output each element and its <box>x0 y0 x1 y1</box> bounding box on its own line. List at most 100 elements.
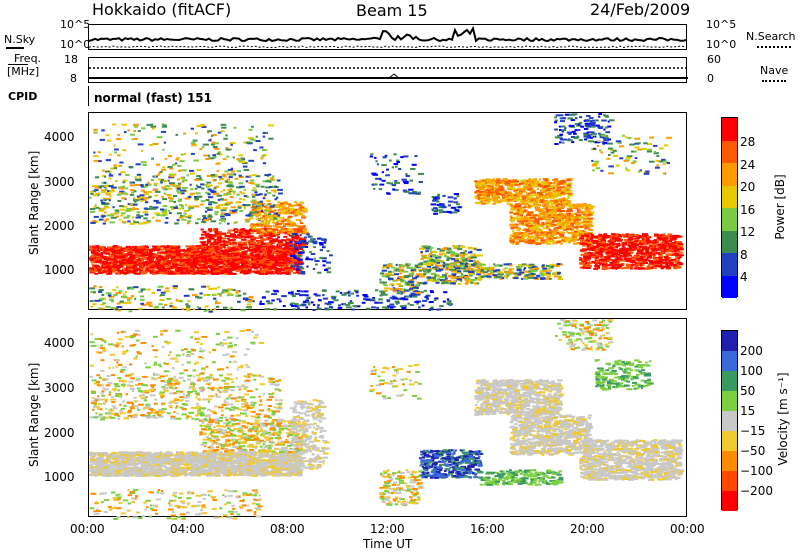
heatmap-cell <box>416 290 420 293</box>
heatmap-cell <box>202 264 207 266</box>
heatmap-cell <box>165 213 168 216</box>
heatmap-cell <box>467 257 471 260</box>
heatmap-cell <box>212 287 218 290</box>
heatmap-cell <box>487 181 491 184</box>
heatmap-cell <box>461 257 466 260</box>
heatmap-cell <box>211 247 215 249</box>
heatmap-cell <box>255 214 261 217</box>
heatmap-cell <box>211 134 214 137</box>
heatmap-cell <box>291 251 294 254</box>
heatmap-cell <box>302 300 307 303</box>
heatmap-cell <box>127 299 131 302</box>
heatmap-cell <box>451 263 455 266</box>
heatmap-cell <box>529 179 532 182</box>
heatmap-cell <box>129 209 134 212</box>
heatmap-cell <box>266 259 271 262</box>
heatmap-cell <box>260 229 264 232</box>
heatmap-cell <box>203 258 207 261</box>
heatmap-cell <box>269 218 274 221</box>
heatmap-cell <box>554 184 558 187</box>
heatmap-cell <box>400 297 406 300</box>
heatmap-cell <box>250 242 255 244</box>
heatmap-cell <box>288 205 291 207</box>
heatmap-cell <box>250 238 256 241</box>
heatmap-cell <box>446 259 450 261</box>
heatmap-cell <box>253 237 259 240</box>
heatmap-cell <box>498 185 504 188</box>
heatmap-cell <box>254 191 258 194</box>
heatmap-cell <box>508 191 512 194</box>
heatmap-cell <box>477 277 483 280</box>
heatmap-cell <box>242 297 249 300</box>
heatmap-cell <box>107 256 111 259</box>
heatmap-cell <box>444 268 450 271</box>
heatmap-cell <box>503 178 507 181</box>
heatmap-cell <box>143 191 148 194</box>
heatmap-cell <box>207 154 211 157</box>
heatmap-cell <box>483 188 487 191</box>
heatmap-cell <box>134 272 141 275</box>
heatmap-cell <box>236 193 240 196</box>
heatmap-cell <box>442 279 446 282</box>
heatmap-cell <box>118 191 121 194</box>
heatmap-cell <box>130 256 135 259</box>
heatmap-cell <box>391 266 395 269</box>
heatmap-cell <box>181 207 185 210</box>
heatmap-cell <box>254 206 257 209</box>
heatmap-cell <box>212 267 218 270</box>
heatmap-cell <box>568 192 571 195</box>
heatmap-cell <box>260 238 264 241</box>
heatmap-cell <box>93 245 96 248</box>
heatmap-cell <box>140 288 146 291</box>
heatmap-cell <box>543 199 549 202</box>
heatmap-cell <box>167 245 174 248</box>
heatmap-cell <box>143 196 149 199</box>
heatmap-cell <box>214 186 217 189</box>
heatmap-cell <box>156 201 161 204</box>
heatmap-cell <box>149 270 154 273</box>
heatmap-cell <box>434 256 438 259</box>
heatmap-cell <box>297 210 301 212</box>
heatmap-cell <box>278 271 282 274</box>
heatmap-cell <box>214 250 218 253</box>
heatmap-cell <box>453 247 457 249</box>
heatmap-cell <box>200 252 204 255</box>
heatmap-cell <box>264 205 267 208</box>
heatmap-cell <box>214 248 220 251</box>
heatmap-cell <box>116 306 123 308</box>
heatmap-cell <box>200 242 205 245</box>
heatmap-cell <box>90 250 96 253</box>
heatmap-cell <box>534 193 540 196</box>
heatmap-cell <box>97 160 102 163</box>
heatmap-cell <box>230 170 236 173</box>
heatmap-cell <box>282 206 287 209</box>
heatmap-cell <box>550 186 556 189</box>
heatmap-cell <box>276 258 280 261</box>
heatmap-cell <box>228 239 235 242</box>
heatmap-cell <box>269 271 275 273</box>
heatmap-cell <box>460 267 466 270</box>
heatmap-cell <box>526 198 532 201</box>
heatmap-cell <box>222 306 228 309</box>
heatmap-cell <box>215 239 218 242</box>
heatmap-cell <box>299 272 302 275</box>
heatmap-cell <box>276 196 279 199</box>
heatmap-cell <box>209 242 216 244</box>
heatmap-cell <box>262 180 265 183</box>
heatmap-cell <box>156 289 161 292</box>
heatmap-cell <box>93 194 98 197</box>
heatmap-cell <box>173 201 176 203</box>
heatmap-cell <box>349 300 353 303</box>
heatmap-cell <box>560 186 566 189</box>
heatmap-cell <box>152 253 157 256</box>
heatmap-cell <box>186 256 190 259</box>
heatmap-cell <box>234 177 239 180</box>
heatmap-cell <box>186 263 192 266</box>
heatmap-cell <box>130 270 135 273</box>
heatmap-cell <box>147 181 150 184</box>
heatmap-cell <box>129 249 132 252</box>
heatmap-cell <box>93 151 96 154</box>
heatmap-cell <box>145 257 151 260</box>
heatmap-cell <box>526 192 532 195</box>
heatmap-cell <box>135 216 142 219</box>
